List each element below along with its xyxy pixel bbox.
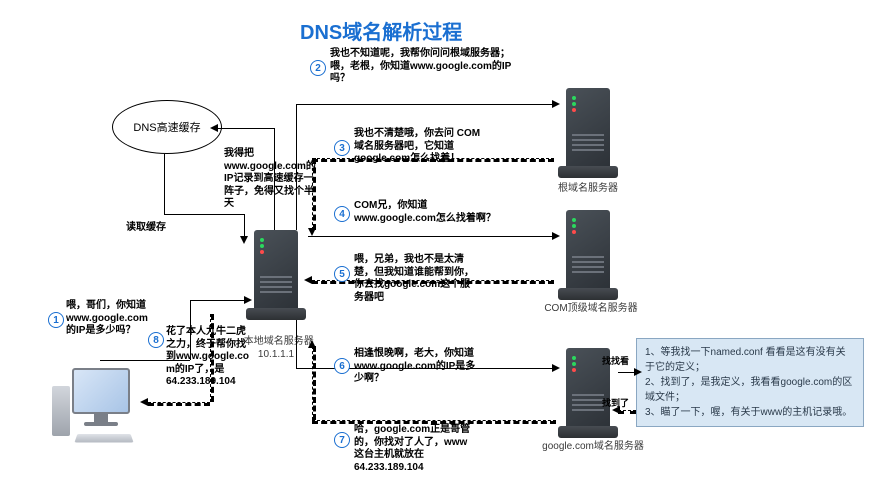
a2h — [296, 104, 554, 105]
step-6-icon: 6 — [334, 358, 350, 374]
step-3-icon: 3 — [334, 140, 350, 156]
a5-head — [304, 276, 312, 284]
cache-down — [164, 154, 165, 214]
cache-right-v — [244, 214, 245, 238]
step-4-icon: 4 — [334, 206, 350, 222]
cache-head — [240, 236, 248, 244]
google-server-label: google.com域名服务器 — [528, 440, 658, 453]
a2-head — [552, 100, 560, 108]
a4-head — [552, 232, 560, 240]
root-server — [558, 88, 618, 178]
step-6-text: 相逢恨晚啊，老大，你知道www.google.com的IP是多少啊？ — [354, 348, 475, 386]
arrow-1-head — [244, 296, 252, 304]
find-label: 找找看 — [602, 356, 629, 367]
step-8-icon: 8 — [148, 332, 164, 348]
step-5-text: 喂，兄弟，我也不是太清楚，但我知道谁能帮到你，你去找google.com这个服务… — [354, 254, 474, 304]
arrow-8h — [148, 402, 210, 406]
step-1-text: 喂，哥们，你知道www.google.com的IP是多少吗？ — [66, 300, 148, 338]
a7-head — [308, 340, 316, 348]
step-7-text: 哈，google.com正是哥管的，你找对了人了，www这台主机就放在64.23… — [354, 424, 470, 474]
step-3-text: 我也不清楚哦，你去问 COM域名服务器吧，它知道google.com怎么找着！ — [354, 128, 480, 166]
client-pc — [52, 368, 142, 448]
a3-head — [308, 228, 316, 236]
arrow-8-head — [140, 398, 148, 406]
a6v — [296, 320, 297, 368]
a4 — [308, 236, 554, 237]
arrow-1h2 — [190, 300, 244, 301]
dns-cache-label: DNS高速缓存 — [133, 119, 200, 135]
store-head — [210, 124, 218, 132]
step-2-text: 我也不知道呢，我帮你问问根域服务器；喂，老根，你知道www.google.com… — [330, 48, 511, 86]
com-server — [558, 210, 618, 300]
a7v — [312, 346, 316, 420]
gn2 — [618, 410, 636, 414]
step-8-text: 花了本人九牛二虎之力，终于帮你找到www.google.com的IP了，是64.… — [166, 326, 249, 389]
gn1-head — [634, 368, 642, 376]
local-dns-server — [246, 230, 306, 320]
com-server-label: COM顶级域名服务器 — [536, 302, 646, 315]
page-title: DNS域名解析过程 — [300, 16, 462, 45]
dns-cache: DNS高速缓存 — [112, 100, 222, 154]
step-4-text: COM兄，你知道www.google.com怎么找着啊？ — [354, 200, 496, 225]
step-5-icon: 5 — [334, 266, 350, 282]
google-server-notes: 1、等我找一下named.conf 看看是这有没有关于它的定义；2、找到了，是我… — [636, 338, 864, 427]
cache-link-label: 读取缓存 — [126, 222, 166, 235]
found-label: 找到了 — [602, 398, 629, 409]
step-2-icon: 2 — [310, 60, 326, 76]
store-left — [218, 128, 274, 129]
step-1-icon: 1 — [48, 312, 64, 328]
a6-head — [552, 364, 560, 372]
root-server-label: 根域名服务器 — [548, 182, 628, 195]
step-7-icon: 7 — [334, 432, 350, 448]
cache-right — [164, 214, 244, 215]
cache-store-label: 我得把www.google.com的IP记录到高速缓存一阵子，免得又找个半天 — [224, 148, 316, 211]
